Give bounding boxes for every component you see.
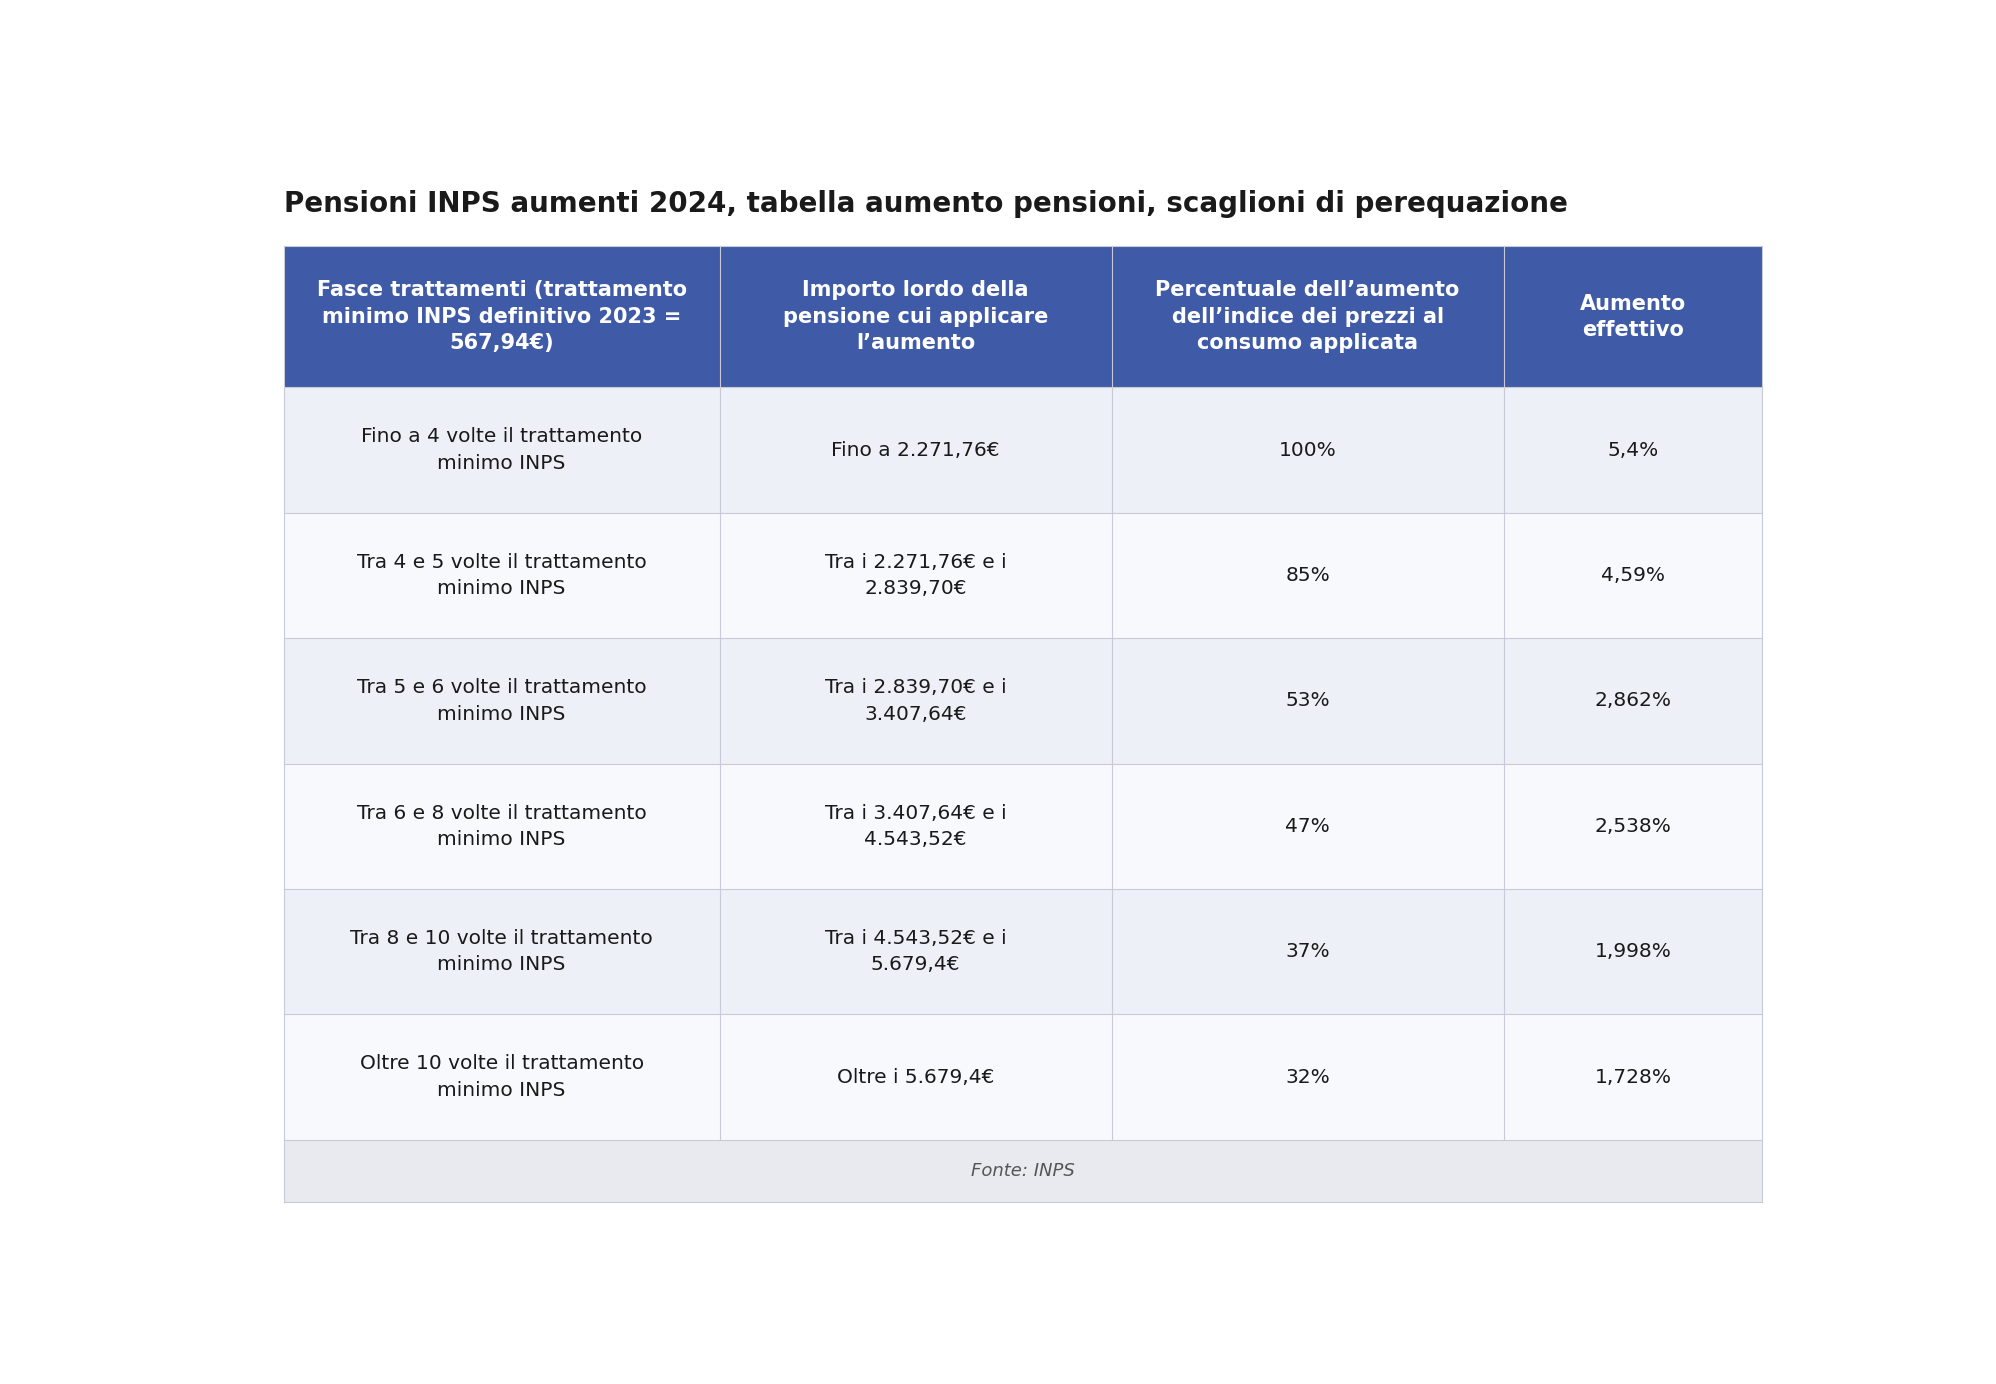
Bar [283, 388, 1762, 513]
Text: 85%: 85% [1285, 566, 1329, 585]
Bar [283, 638, 1762, 764]
Bar [283, 1014, 1762, 1140]
Text: Tra i 4.543,52€ e i
5.679,4€: Tra i 4.543,52€ e i 5.679,4€ [824, 929, 1006, 974]
Text: Fino a 2.271,76€: Fino a 2.271,76€ [832, 440, 1000, 459]
Text: 2,538%: 2,538% [1595, 817, 1671, 836]
Bar [283, 1140, 1762, 1201]
Text: Tra i 3.407,64€ e i
4.543,52€: Tra i 3.407,64€ e i 4.543,52€ [824, 804, 1006, 848]
Text: Fasce trattamenti (trattamento
minimo INPS definitivo 2023 =
567,94€): Fasce trattamenti (trattamento minimo IN… [317, 281, 687, 353]
Text: 53%: 53% [1285, 692, 1329, 710]
Text: 100%: 100% [1279, 440, 1337, 459]
Text: 1,998%: 1,998% [1595, 943, 1671, 962]
Text: 5,4%: 5,4% [1607, 440, 1659, 459]
Text: Tra 4 e 5 volte il trattamento
minimo INPS: Tra 4 e 5 volte il trattamento minimo IN… [357, 552, 647, 598]
Text: Aumento
effettivo: Aumento effettivo [1581, 293, 1687, 340]
Text: 4,59%: 4,59% [1601, 566, 1665, 585]
Text: 37%: 37% [1285, 943, 1329, 962]
Text: 32%: 32% [1285, 1067, 1329, 1086]
Text: Oltre 10 volte il trattamento
minimo INPS: Oltre 10 volte il trattamento minimo INP… [359, 1055, 645, 1100]
Bar [283, 246, 1762, 388]
Text: Oltre i 5.679,4€: Oltre i 5.679,4€ [836, 1067, 994, 1086]
Bar [283, 889, 1762, 1014]
Text: Pensioni INPS aumenti 2024, tabella aumento pensioni, scaglioni di perequazione: Pensioni INPS aumenti 2024, tabella aume… [283, 191, 1567, 219]
Text: Tra 5 e 6 volte il trattamento
minimo INPS: Tra 5 e 6 volte il trattamento minimo IN… [357, 678, 647, 724]
Bar [283, 513, 1762, 638]
Bar [283, 764, 1762, 889]
Text: Importo lordo della
pensione cui applicare
l’aumento: Importo lordo della pensione cui applica… [782, 281, 1048, 353]
Text: Tra 8 e 10 volte il trattamento
minimo INPS: Tra 8 e 10 volte il trattamento minimo I… [349, 929, 653, 974]
Text: 2,862%: 2,862% [1595, 692, 1671, 710]
Text: 47%: 47% [1285, 817, 1329, 836]
Text: Fino a 4 volte il trattamento
minimo INPS: Fino a 4 volte il trattamento minimo INP… [361, 428, 643, 473]
Text: Tra i 2.839,70€ e i
3.407,64€: Tra i 2.839,70€ e i 3.407,64€ [824, 678, 1006, 724]
Text: 1,728%: 1,728% [1595, 1067, 1671, 1086]
Text: Tra i 2.271,76€ e i
2.839,70€: Tra i 2.271,76€ e i 2.839,70€ [824, 552, 1006, 598]
Text: Fonte: INPS: Fonte: INPS [972, 1161, 1074, 1179]
Text: Tra 6 e 8 volte il trattamento
minimo INPS: Tra 6 e 8 volte il trattamento minimo IN… [357, 804, 647, 848]
Text: Percentuale dell’aumento
dell’indice dei prezzi al
consumo applicata: Percentuale dell’aumento dell’indice dei… [1156, 281, 1459, 353]
